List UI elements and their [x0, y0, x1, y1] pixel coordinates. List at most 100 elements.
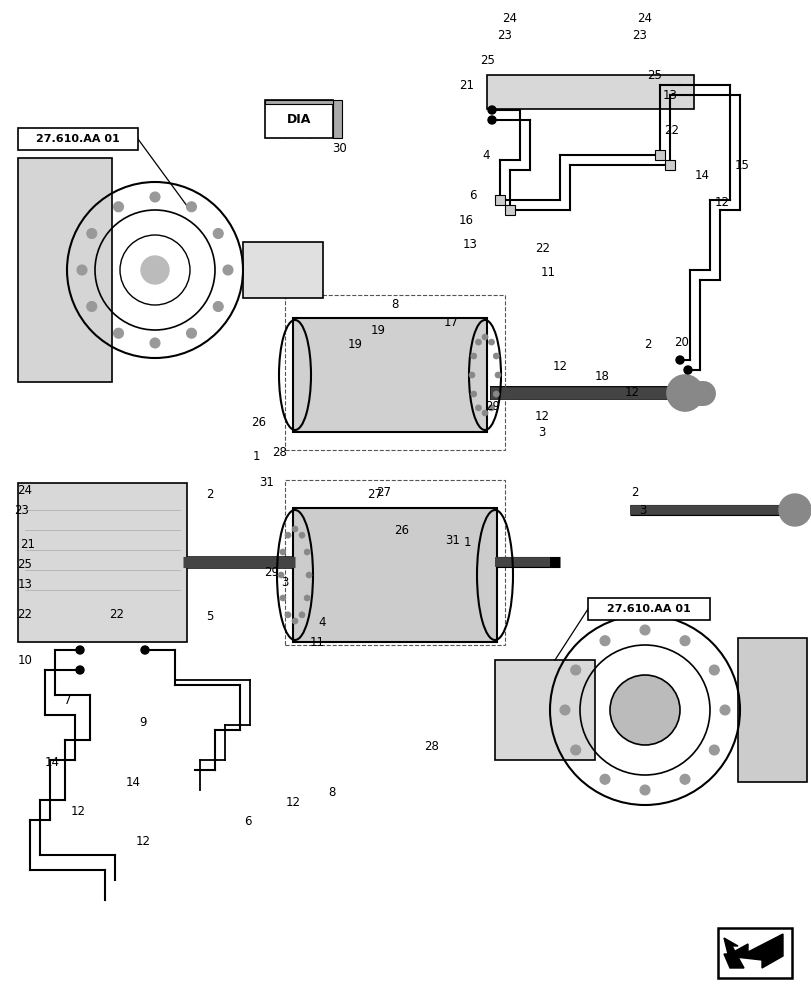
Circle shape — [560, 705, 569, 715]
Circle shape — [475, 405, 481, 411]
Circle shape — [306, 572, 311, 578]
Text: 24: 24 — [637, 12, 652, 25]
Circle shape — [150, 192, 160, 202]
Circle shape — [280, 549, 285, 555]
Circle shape — [570, 665, 580, 675]
Polygon shape — [725, 934, 782, 968]
Circle shape — [285, 612, 290, 618]
Text: 12: 12 — [534, 410, 549, 424]
FancyBboxPatch shape — [717, 928, 791, 978]
Text: 24: 24 — [502, 12, 517, 25]
FancyBboxPatch shape — [242, 242, 323, 298]
Text: 24: 24 — [18, 484, 32, 496]
FancyBboxPatch shape — [664, 160, 674, 170]
Text: 14: 14 — [126, 776, 140, 788]
Text: 27: 27 — [367, 488, 382, 502]
FancyBboxPatch shape — [264, 100, 333, 104]
Text: 28: 28 — [424, 740, 439, 754]
Text: 19: 19 — [370, 324, 385, 336]
Text: 19: 19 — [347, 338, 362, 352]
Circle shape — [666, 375, 702, 411]
Text: 18: 18 — [594, 370, 609, 383]
Circle shape — [277, 572, 284, 578]
Text: 27.610.AA 01: 27.610.AA 01 — [607, 604, 690, 614]
Circle shape — [87, 302, 97, 312]
Circle shape — [141, 646, 148, 654]
Circle shape — [187, 202, 196, 212]
Text: 26: 26 — [394, 524, 409, 536]
Circle shape — [304, 595, 310, 601]
Text: 4: 4 — [482, 149, 489, 162]
Text: 12: 12 — [551, 360, 567, 373]
Text: 23: 23 — [632, 29, 646, 42]
FancyBboxPatch shape — [264, 100, 333, 138]
Circle shape — [639, 785, 649, 795]
Circle shape — [77, 265, 87, 275]
Text: 12: 12 — [624, 385, 639, 398]
Text: 15: 15 — [734, 159, 749, 172]
Circle shape — [141, 256, 169, 284]
FancyBboxPatch shape — [333, 100, 341, 138]
Circle shape — [187, 328, 196, 338]
Circle shape — [213, 229, 223, 238]
Text: 31: 31 — [260, 476, 274, 488]
Circle shape — [492, 353, 499, 359]
Text: 17: 17 — [443, 316, 458, 328]
Circle shape — [298, 612, 305, 618]
Circle shape — [639, 625, 649, 635]
Text: 12: 12 — [285, 795, 300, 808]
Text: 22: 22 — [534, 241, 550, 254]
FancyBboxPatch shape — [18, 128, 138, 150]
Text: 21: 21 — [20, 538, 36, 552]
FancyBboxPatch shape — [495, 195, 504, 205]
Circle shape — [87, 229, 97, 238]
Text: 2: 2 — [630, 486, 638, 498]
Text: 25: 25 — [646, 69, 662, 82]
Text: 23: 23 — [15, 504, 29, 516]
Circle shape — [683, 366, 691, 374]
Circle shape — [292, 526, 298, 532]
Circle shape — [76, 666, 84, 674]
Text: 8: 8 — [391, 298, 398, 312]
Circle shape — [709, 745, 719, 755]
Text: 8: 8 — [328, 786, 335, 798]
Text: 13: 13 — [18, 578, 32, 591]
Text: 14: 14 — [693, 169, 709, 182]
Circle shape — [482, 410, 487, 416]
Text: 12: 12 — [71, 805, 85, 818]
FancyBboxPatch shape — [293, 508, 496, 642]
Circle shape — [285, 532, 290, 538]
Circle shape — [679, 636, 689, 646]
FancyBboxPatch shape — [293, 318, 487, 432]
Circle shape — [223, 265, 233, 275]
Text: 26: 26 — [251, 416, 266, 428]
Circle shape — [475, 339, 481, 345]
FancyBboxPatch shape — [737, 638, 806, 782]
Circle shape — [469, 372, 474, 378]
Text: 6: 6 — [244, 815, 251, 828]
Text: 12: 12 — [714, 196, 728, 209]
Text: 20: 20 — [674, 336, 689, 349]
Text: 14: 14 — [45, 756, 59, 768]
FancyBboxPatch shape — [587, 598, 709, 620]
Circle shape — [495, 372, 500, 378]
FancyBboxPatch shape — [495, 660, 594, 760]
Text: 1: 1 — [463, 536, 470, 550]
FancyBboxPatch shape — [18, 483, 187, 642]
Circle shape — [609, 675, 679, 745]
Polygon shape — [723, 938, 743, 968]
Text: 22: 22 — [663, 124, 679, 137]
Text: 13: 13 — [662, 89, 676, 102]
Text: 5: 5 — [206, 610, 213, 624]
Circle shape — [599, 636, 609, 646]
Circle shape — [570, 745, 580, 755]
Circle shape — [213, 302, 223, 312]
Circle shape — [487, 106, 496, 114]
Text: 21: 21 — [459, 79, 474, 92]
Text: 3: 3 — [281, 576, 289, 588]
Circle shape — [778, 494, 810, 526]
Circle shape — [679, 774, 689, 784]
Circle shape — [114, 328, 123, 338]
Text: 30: 30 — [333, 142, 347, 155]
Text: 12: 12 — [135, 835, 150, 848]
